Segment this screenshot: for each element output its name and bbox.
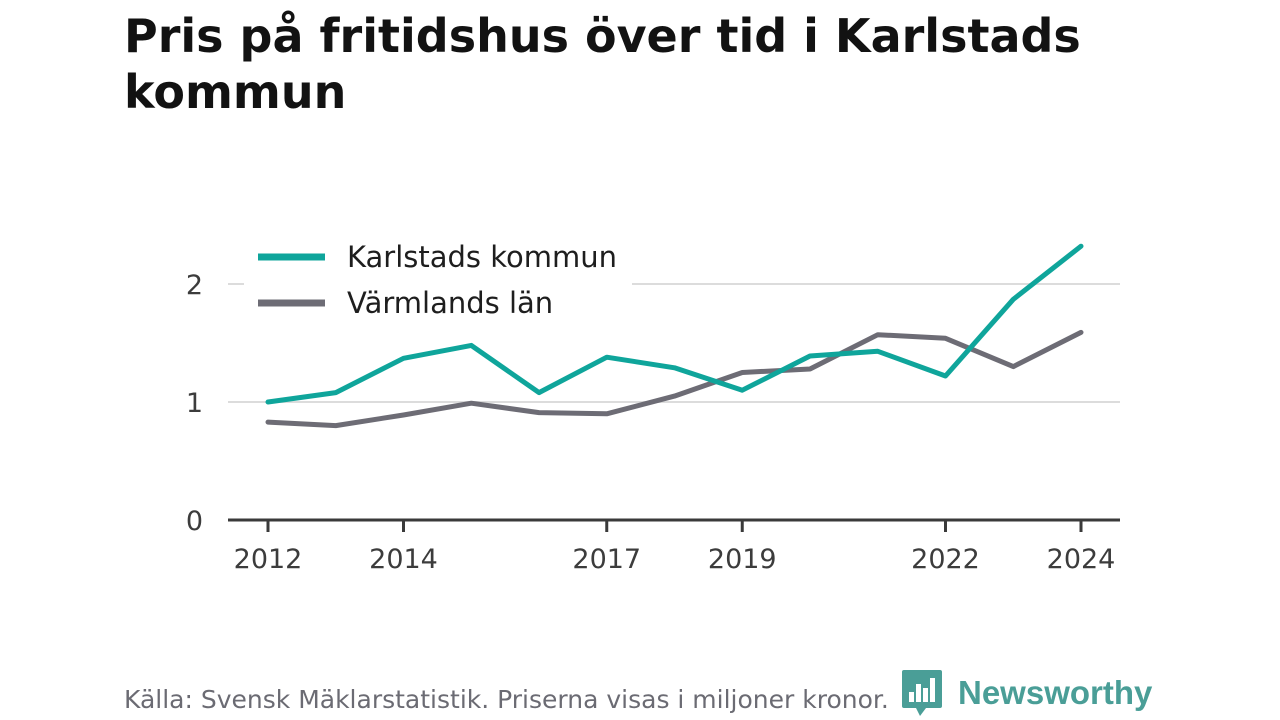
legend-label: Värmlands län [347, 286, 553, 320]
x-axis: 0 1 2 2012 2014 2017 2019 2022 2024 [186, 270, 1120, 575]
y-tick-label: 1 [186, 388, 203, 419]
x-tick-label: 2022 [911, 544, 980, 575]
x-tick-label: 2019 [708, 544, 777, 575]
newsworthy-logo-icon [902, 670, 942, 716]
x-tick-label: 2012 [234, 544, 303, 575]
x-tick-label: 2014 [369, 544, 438, 575]
y-tick-label: 0 [186, 506, 203, 537]
brand-name: Newsworthy [958, 674, 1153, 711]
series-lines [265, 243, 1084, 429]
series-line-1 [265, 329, 1084, 429]
x-tick-label: 2017 [572, 544, 641, 575]
legend-label: Karlstads kommun [347, 240, 617, 274]
legend-background [244, 236, 632, 332]
series-line-0 [265, 243, 1084, 405]
y-tick-label: 2 [186, 270, 203, 301]
x-tick-label: 2024 [1047, 544, 1116, 575]
brand-logo: Newsworthy [900, 668, 1152, 718]
source-note: Källa: Svensk Mäklarstatistik. Priserna … [124, 685, 889, 714]
legend: Karlstads kommun Värmlands län [244, 236, 632, 332]
chart-title: Pris på fritidshus över tid i Karlstads … [124, 9, 1081, 119]
